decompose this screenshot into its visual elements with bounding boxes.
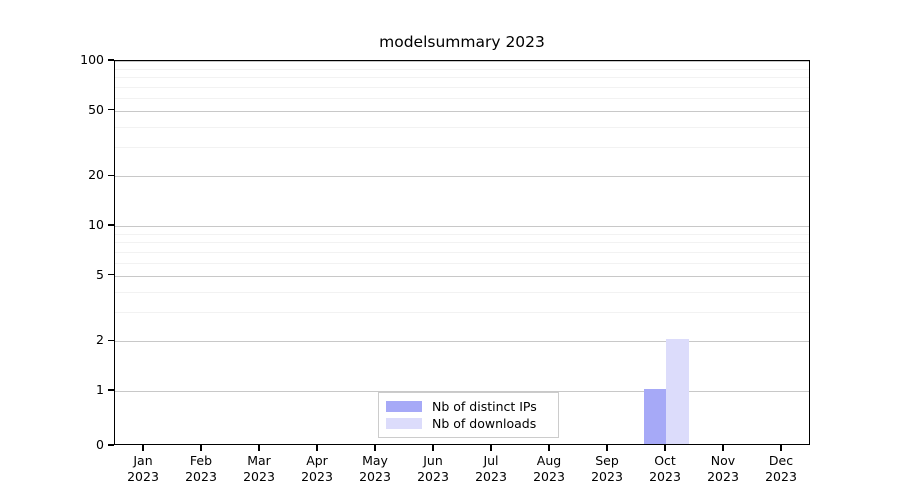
gridline-major <box>115 341 809 342</box>
gridline-minor <box>115 147 809 148</box>
x-tick-label: Jul 2023 <box>451 453 531 484</box>
x-tick-label: Aug 2023 <box>509 453 589 484</box>
x-tick-year: 2023 <box>127 468 159 484</box>
x-tick-mark <box>606 445 608 451</box>
chart-title: modelsummary 2023 <box>379 33 545 51</box>
legend-swatch-icon <box>386 401 422 412</box>
x-tick-label: Dec 2023 <box>741 453 821 484</box>
gridline-major <box>115 226 809 227</box>
y-tick-mark <box>108 59 114 61</box>
x-tick-month: Sep <box>595 453 619 468</box>
gridline-minor <box>115 234 809 235</box>
x-tick-month: Nov <box>710 453 736 468</box>
gridline-minor <box>115 87 809 88</box>
y-tick-mark <box>108 273 114 276</box>
plot-area <box>114 60 810 445</box>
x-tick-year: 2023 <box>591 468 623 484</box>
x-tick-year: 2023 <box>533 468 565 484</box>
x-tick-year: 2023 <box>301 468 333 484</box>
x-tick-mark <box>142 445 144 451</box>
y-tick-label: 10 <box>88 217 104 232</box>
y-tick-mark <box>108 174 114 177</box>
x-tick-year: 2023 <box>475 468 507 484</box>
x-tick-year: 2023 <box>359 468 391 484</box>
gridline-minor <box>115 292 809 293</box>
x-tick-month: Aug <box>536 453 562 468</box>
legend-swatch-icon <box>386 418 422 429</box>
x-tick-month: Feb <box>189 453 213 468</box>
x-tick-month: Mar <box>247 453 271 468</box>
chart-legend: Nb of distinct IPs Nb of downloads <box>378 392 559 438</box>
bar <box>666 339 689 444</box>
gridline-minor <box>115 127 809 128</box>
y-tick-label: 50 <box>88 101 104 117</box>
gridline-minor <box>115 242 809 243</box>
y-tick-label: 5 <box>96 266 104 282</box>
bar <box>643 389 666 444</box>
x-tick-year: 2023 <box>243 468 275 484</box>
gridline-major <box>115 61 809 62</box>
x-tick-mark <box>374 445 376 451</box>
x-tick-mark <box>548 445 550 451</box>
y-tick-label: 1 <box>96 382 104 397</box>
y-tick-label: 100 <box>80 52 104 67</box>
gridline-major <box>115 391 809 392</box>
x-tick-mark <box>780 445 782 451</box>
y-axis: 0 1 2 5 10 20 50 100 <box>0 0 114 500</box>
x-tick-year: 2023 <box>185 468 217 484</box>
x-tick-month: Jan <box>133 453 153 468</box>
x-tick-label: Mar 2023 <box>219 453 299 484</box>
x-tick-label: Feb 2023 <box>161 453 241 484</box>
legend-label: Nb of downloads <box>432 416 537 431</box>
gridline-major <box>115 111 809 112</box>
x-tick-year: 2023 <box>649 468 681 484</box>
y-tick-label: 2 <box>96 332 104 348</box>
x-tick-month: May <box>362 453 388 468</box>
x-tick-label: May 2023 <box>335 453 415 484</box>
x-tick-label: Nov 2023 <box>683 453 763 484</box>
x-tick-label: Sep 2023 <box>567 453 647 484</box>
y-tick-mark <box>108 339 114 342</box>
y-tick-mark <box>108 444 114 446</box>
gridline-minor <box>115 98 809 99</box>
x-tick-mark <box>316 445 318 451</box>
x-tick-year: 2023 <box>765 468 797 484</box>
x-tick-mark <box>258 445 260 451</box>
gridline-minor <box>115 252 809 253</box>
gridline-minor <box>115 263 809 264</box>
y-tick-label: 0 <box>96 437 104 452</box>
x-tick-label: Apr 2023 <box>277 453 357 484</box>
x-tick-label: Jan 2023 <box>103 453 183 484</box>
x-tick-mark <box>722 445 724 451</box>
x-tick-label: Jun 2023 <box>393 453 473 484</box>
x-tick-month: Dec <box>768 453 794 468</box>
gridline-minor <box>115 312 809 313</box>
x-tick-month: Oct <box>654 453 676 468</box>
x-tick-year: 2023 <box>417 468 449 484</box>
x-tick-year: 2023 <box>707 468 739 484</box>
x-tick-month: Jul <box>483 453 499 468</box>
x-tick-mark <box>432 445 434 451</box>
x-tick-label: Oct 2023 <box>625 453 705 484</box>
x-tick-mark <box>490 445 492 451</box>
gridline-major <box>115 176 809 177</box>
x-tick-month: Apr <box>306 453 328 468</box>
x-tick-month: Jun <box>423 453 443 468</box>
y-tick-mark <box>108 389 114 391</box>
gridline-major <box>115 276 809 277</box>
legend-label: Nb of distinct IPs <box>432 399 537 414</box>
y-tick-label: 20 <box>88 167 104 183</box>
x-tick-mark <box>200 445 202 451</box>
gridline-minor <box>115 77 809 78</box>
gridline-minor <box>115 69 809 70</box>
x-tick-mark <box>664 445 666 451</box>
y-tick-mark <box>108 224 114 226</box>
legend-item[interactable]: Nb of distinct IPs <box>386 398 551 415</box>
y-tick-mark <box>108 108 114 111</box>
legend-item[interactable]: Nb of downloads <box>386 415 551 432</box>
